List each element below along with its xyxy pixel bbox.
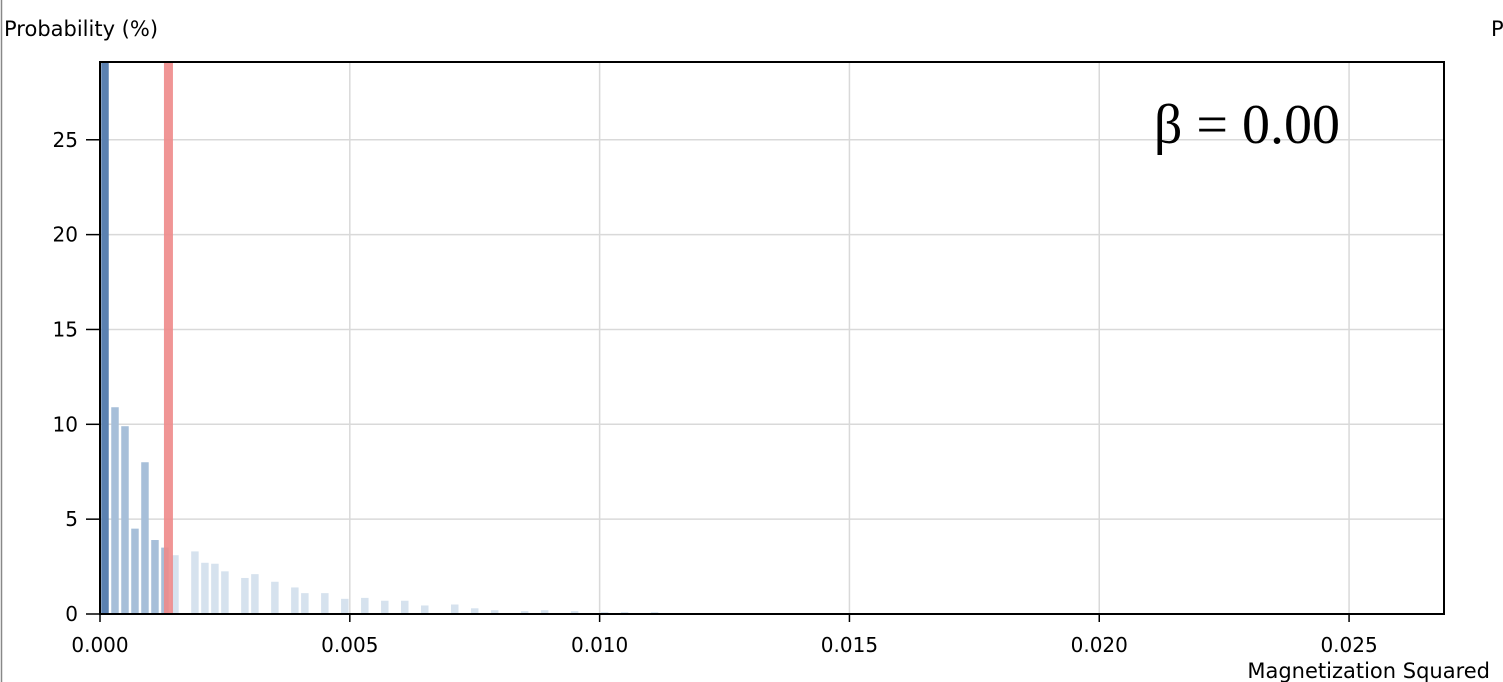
histogram-bar xyxy=(381,600,389,614)
histogram-bar xyxy=(211,563,219,614)
y-tick-label: 25 xyxy=(53,128,78,152)
histogram-bar xyxy=(131,528,139,614)
x-tick-label: 0.010 xyxy=(571,633,628,657)
x-axis-title: Magnetization Squared xyxy=(1247,659,1490,682)
y-tick-label: 0 xyxy=(65,602,78,626)
histogram-bar xyxy=(540,610,549,614)
x-tick-label: 0.015 xyxy=(821,633,878,657)
grid xyxy=(100,62,1444,614)
histogram-bar xyxy=(301,593,309,614)
histogram-bar xyxy=(520,611,529,614)
histogram-bar xyxy=(111,407,119,614)
x-tick-label: 0.005 xyxy=(321,633,378,657)
histogram-bar xyxy=(141,462,149,614)
histogram-bar xyxy=(201,562,209,614)
y-axis-title: Probability (%) xyxy=(4,17,158,41)
plot-frame xyxy=(99,61,1445,615)
histogram-bar xyxy=(121,426,129,614)
histogram-bar xyxy=(570,611,579,614)
histogram-bar xyxy=(421,605,429,614)
histogram-bar xyxy=(171,555,179,614)
histogram-bar xyxy=(361,597,369,614)
x-tick-label: 0.025 xyxy=(1320,633,1377,657)
histogram-bar xyxy=(341,598,349,614)
histogram-bar xyxy=(450,604,459,614)
histogram-bar xyxy=(191,551,199,614)
y-tick-label: 15 xyxy=(53,317,78,341)
histogram-bar xyxy=(101,62,109,614)
histogram-bar xyxy=(241,577,249,614)
histogram-bar xyxy=(151,540,159,614)
histogram-bar xyxy=(490,610,499,614)
x-tick-label: 0.000 xyxy=(71,633,128,657)
y-tick-label: 5 xyxy=(65,507,78,531)
y-tick-label: 20 xyxy=(53,223,78,247)
histogram-bar xyxy=(251,574,259,614)
histogram-bar xyxy=(271,581,279,614)
x-axis: 0.000 0.005 0.010 0.015 0.020 0.025 xyxy=(71,614,1378,657)
histogram-bar xyxy=(321,593,329,614)
histogram-bar xyxy=(291,587,299,614)
histogram-bar xyxy=(401,600,409,614)
histogram-bar xyxy=(221,571,229,614)
bars xyxy=(101,62,949,614)
y-tick-label: 10 xyxy=(53,412,78,436)
x-tick-label: 0.020 xyxy=(1071,633,1128,657)
right-axis-title: P xyxy=(1491,17,1503,41)
beta-annotation: β = 0.00 xyxy=(1154,94,1340,156)
y-axis: 0 5 10 15 20 25 xyxy=(53,128,100,626)
histogram-bar xyxy=(470,608,479,614)
